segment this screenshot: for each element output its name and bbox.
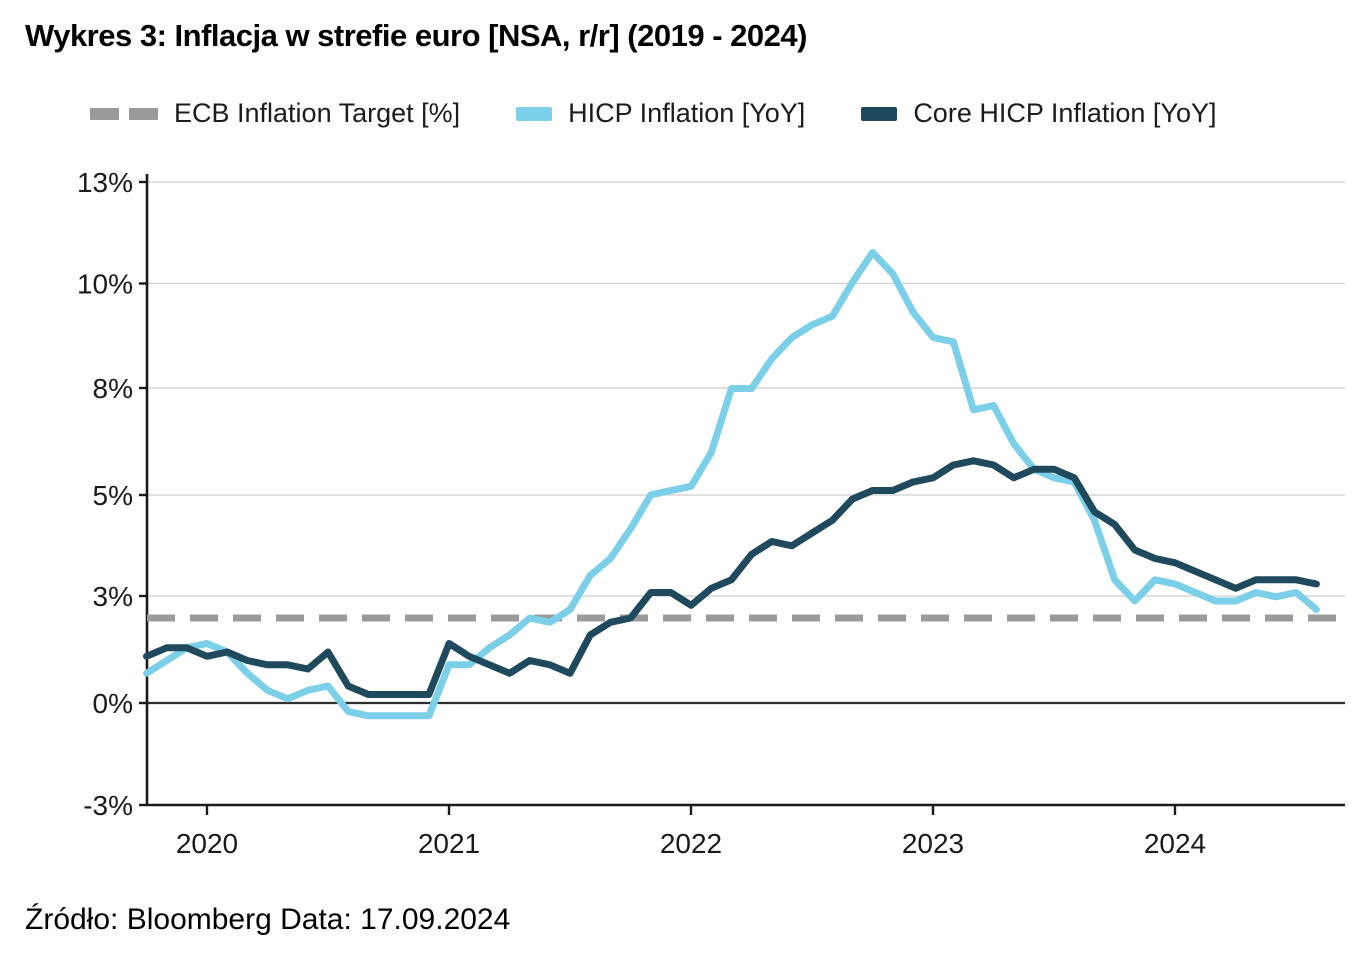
y-axis-label: 5%	[93, 480, 133, 511]
x-axis-label: 2023	[902, 828, 964, 859]
legend-label-hicp: HICP Inflation [YoY]	[568, 98, 806, 128]
legend-item-ecb-target: ECB Inflation Target [%]	[90, 98, 460, 129]
hicp-inflation-line	[143, 249, 1320, 720]
legend: ECB Inflation Target [%] HICP Inflation …	[90, 98, 1216, 129]
chart-title: Wykres 3: Inflacja w strefie euro [NSA, …	[25, 18, 807, 53]
legend-label-ecb-target: ECB Inflation Target [%]	[174, 98, 461, 128]
legend-label-core-hicp: Core HICP Inflation [YoY]	[913, 98, 1217, 128]
core-hicp-inflation-line	[143, 457, 1320, 698]
y-axis-label: 10%	[77, 269, 133, 300]
x-axis-label: 2021	[418, 828, 480, 859]
y-axis-label: 3%	[93, 581, 133, 612]
core-hicp-line-swatch-icon	[861, 106, 898, 121]
dashed-line-swatch-icon	[90, 107, 158, 120]
y-axis-label: 13%	[77, 167, 133, 198]
x-axis-label: 2022	[660, 828, 722, 859]
legend-item-core-hicp: Core HICP Inflation [YoY]	[861, 98, 1216, 129]
legend-item-hicp: HICP Inflation [YoY]	[516, 98, 805, 129]
x-axis-label: 2024	[1144, 828, 1206, 859]
source-note: Źródło: Bloomberg Data: 17.09.2024	[25, 903, 511, 936]
y-axis-label: 8%	[93, 373, 133, 404]
y-axis-label: -3%	[83, 790, 133, 821]
gridlines	[147, 181, 1345, 807]
hicp-line-swatch-icon	[516, 106, 553, 121]
x-axis: 2020 2021 2022 2023 2024	[176, 805, 1206, 859]
y-axis-label: 0%	[93, 688, 133, 719]
x-axis-label: 2020	[176, 828, 238, 859]
y-axis: 13% 10% 8% 5% 3% 0% -3%	[77, 167, 149, 821]
